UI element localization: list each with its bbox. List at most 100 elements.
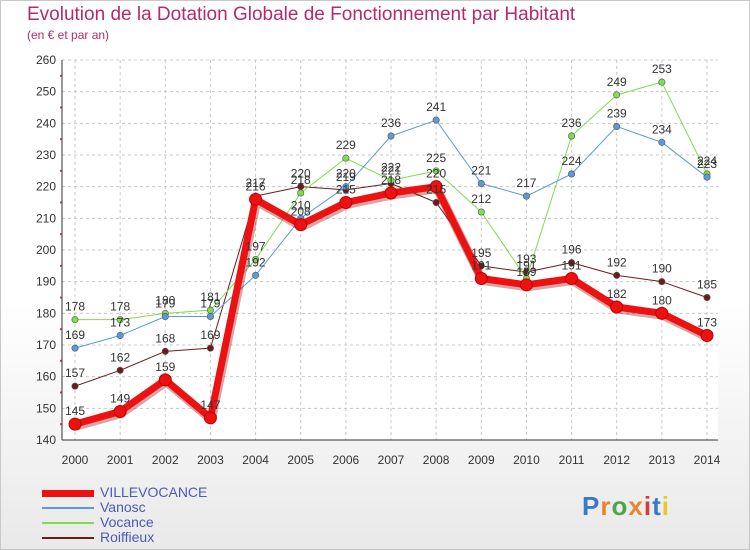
point-villevocance — [655, 306, 669, 320]
point-roiffieux — [116, 366, 124, 374]
y-minor-tick — [60, 359, 62, 362]
point-vocance — [297, 189, 305, 197]
data-label-villevocance: 149 — [110, 392, 130, 406]
data-label-vocance: 180 — [155, 293, 175, 307]
data-label-vanosc: 173 — [110, 316, 130, 330]
data-label-roiffieux: 190 — [652, 262, 672, 276]
data-label-roiffieux: 193 — [516, 252, 536, 266]
point-roiffieux — [703, 293, 711, 301]
point-villevocance — [429, 180, 443, 194]
data-label-roiffieux: 217 — [246, 176, 266, 190]
logo-letter: i — [643, 491, 653, 521]
y-minor-tick — [60, 233, 62, 236]
data-label-villevocance: 216 — [246, 179, 266, 193]
data-label-roiffieux: 221 — [381, 164, 401, 178]
data-label-villevocance: 218 — [381, 173, 401, 187]
y-tick-label: 250 — [36, 85, 56, 99]
x-tick-label: 2008 — [423, 453, 450, 467]
point-vocance — [432, 167, 440, 175]
point-vocance — [658, 78, 666, 86]
point-vocance — [71, 316, 79, 324]
point-vocance — [568, 132, 576, 140]
data-label-vocance: 197 — [246, 240, 266, 254]
data-label-vocance: 191 — [516, 259, 536, 273]
point-roiffieux — [658, 278, 666, 286]
data-label-vocance: 236 — [562, 116, 582, 130]
y-minor-tick — [60, 138, 62, 141]
data-label-vanosc: 217 — [516, 176, 536, 190]
y-tick-label: 180 — [36, 306, 56, 320]
point-villevocance — [113, 405, 127, 418]
point-vocance — [342, 154, 350, 162]
y-tick-label: 160 — [36, 370, 56, 384]
point-vocance — [116, 316, 124, 324]
legend-item-vanosc: Vanosc — [42, 499, 146, 515]
data-label-vocance: 218 — [291, 173, 311, 187]
y-minor-tick — [60, 169, 62, 172]
point-villevocance — [519, 278, 533, 292]
point-villevocance — [474, 272, 488, 285]
y-minor-tick — [60, 201, 62, 204]
point-vocance — [252, 255, 260, 263]
x-tick-label: 2012 — [603, 453, 630, 467]
data-label-vanosc: 239 — [607, 107, 627, 121]
data-label-vanosc: 236 — [381, 116, 401, 130]
point-villevocance — [339, 196, 353, 209]
legend-label: Vocance — [100, 514, 154, 530]
data-label-roiffieux: 185 — [697, 278, 717, 292]
y-minor-tick — [60, 264, 62, 267]
point-roiffieux — [161, 347, 169, 355]
point-roiffieux — [568, 259, 576, 267]
chart-title: Evolution de la Dotation Globale de Fonc… — [27, 4, 576, 25]
y-tick-label: 220 — [36, 180, 56, 194]
point-vanosc — [71, 344, 79, 352]
data-label-villevocance: 145 — [65, 404, 85, 418]
y-minor-tick — [60, 296, 62, 299]
data-label-roiffieux: 169 — [200, 328, 220, 342]
data-label-villevocance: 189 — [516, 265, 536, 279]
data-label-vocance: 224 — [697, 154, 717, 168]
x-tick-label: 2013 — [649, 453, 676, 467]
point-vanosc — [522, 192, 530, 200]
data-label-vanosc: 179 — [200, 297, 220, 311]
x-tick-label: 2014 — [694, 453, 721, 467]
data-label-vanosc: 220 — [336, 167, 356, 181]
data-label-roiffieux: 220 — [291, 167, 311, 181]
legend-swatch — [42, 507, 94, 509]
point-roiffieux — [206, 344, 214, 352]
point-vocance — [387, 176, 395, 184]
data-label-vanosc: 179 — [155, 297, 175, 311]
x-tick-label: 2002 — [152, 453, 179, 467]
data-label-villevocance: 159 — [155, 360, 175, 374]
legend-label: Roiffieux — [100, 529, 155, 545]
y-tick-label: 150 — [36, 401, 56, 415]
data-label-villevocance: 215 — [336, 183, 356, 197]
x-tick-label: 2010 — [513, 453, 540, 467]
point-villevocance — [249, 192, 263, 206]
logo-letter: i — [661, 491, 670, 521]
data-label-vocance: 229 — [336, 138, 356, 152]
legend-item-vocance: Vocance — [42, 514, 154, 530]
x-tick-label: 2011 — [559, 453, 585, 467]
data-label-vocance: 225 — [426, 151, 446, 165]
point-vanosc — [432, 116, 440, 124]
data-label-villevocance: 208 — [291, 205, 311, 219]
chart-subtitle: (en € et par an) — [27, 28, 110, 42]
data-label-roiffieux: 162 — [110, 350, 130, 364]
point-vanosc — [658, 138, 666, 146]
data-label-villevocance: 182 — [607, 287, 627, 301]
data-label-villevocance: 180 — [652, 293, 672, 307]
legend-swatch — [42, 522, 94, 524]
y-minor-tick — [60, 328, 62, 331]
data-label-roiffieux: 157 — [65, 366, 85, 380]
data-label-vocance: 178 — [110, 300, 130, 314]
data-label-villevocance: 191 — [562, 259, 582, 273]
point-villevocance — [610, 300, 624, 314]
x-tick-label: 2000 — [62, 453, 89, 467]
logo-letter: x — [628, 491, 644, 521]
x-tick-label: 2004 — [242, 453, 269, 467]
point-vanosc — [252, 271, 260, 279]
data-label-vanosc: 241 — [426, 100, 446, 114]
point-vanosc — [477, 180, 485, 188]
data-label-roiffieux: 168 — [155, 331, 175, 345]
